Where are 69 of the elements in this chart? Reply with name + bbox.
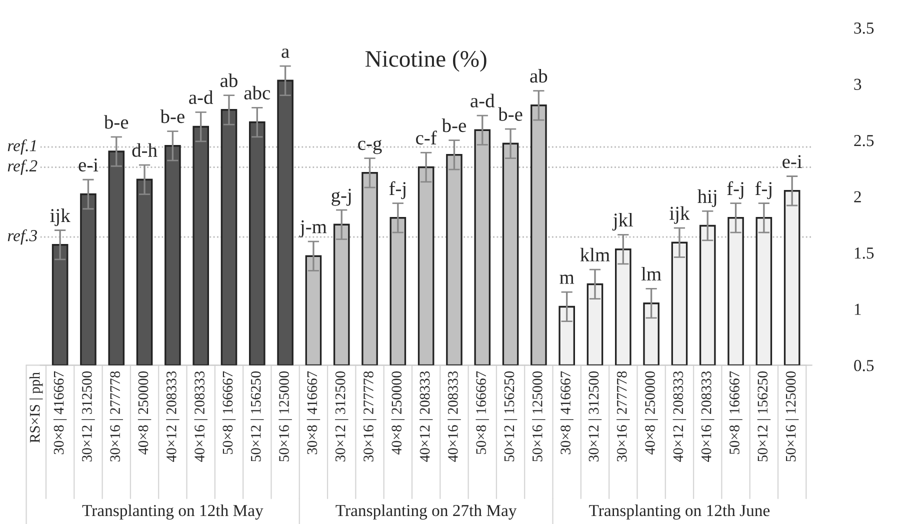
data-label: hij [698, 189, 716, 207]
x-tick-label: 50×8 | 166667 [222, 371, 236, 454]
y-tick-label: 3.5 [854, 22, 874, 34]
ref-line-label: ref.3 [8, 229, 38, 245]
x-tick-label: 40×12 | 208333 [672, 371, 686, 462]
x-tick-label: 50×8 | 166667 [729, 371, 742, 454]
x-tick-label: 50×8 | 166667 [476, 371, 490, 454]
data-label: ijk [50, 208, 70, 226]
x-tick-label: 50×12 | 156250 [757, 371, 771, 462]
data-label: b-e [104, 115, 128, 129]
data-label: klm [580, 248, 610, 262]
y-tick-label: 2 [854, 191, 861, 202]
y-tick-label: 1.5 [854, 248, 874, 259]
data-label: m [560, 274, 574, 284]
y-tick-label: 1 [854, 304, 861, 315]
x-tick-label: 40×16 | 208333 [700, 371, 714, 462]
x-tick-label: 40×16 | 208333 [448, 371, 461, 462]
x-tick-label: 50×16 | 125000 [532, 371, 546, 462]
x-tick-label: 50×16 | 125000 [278, 371, 292, 462]
x-tick-label: 30×16 | 277778 [616, 371, 630, 462]
data-label: b-e [498, 107, 522, 121]
data-label: lm [641, 266, 662, 280]
x-tick-label: 40×12 | 208333 [419, 371, 433, 462]
x-tick-label: 40×8 | 250000 [644, 371, 658, 455]
data-label: d-h [132, 143, 158, 157]
x-tick-label: 30×16 | 277778 [110, 371, 124, 462]
data-label: abc [244, 86, 270, 100]
text: RS×IS | pph [30, 372, 43, 443]
data-label: f-j [755, 181, 772, 200]
x-tick-label: 30×12 | 312500 [334, 371, 348, 462]
y-tick-label: 0.5 [854, 360, 874, 372]
data-label: e-i [782, 155, 802, 168]
y-tick-label: 3 [854, 78, 862, 90]
data-label: ab [220, 73, 238, 88]
text: Transplanting on 27th May [336, 504, 517, 520]
data-label: c-f [416, 130, 437, 145]
x-tick-label: 40×8 | 250000 [391, 371, 405, 455]
x-tick-label: 40×16 | 208333 [194, 371, 208, 462]
x-tick-label: 50×16 | 125000 [785, 371, 799, 462]
data-label: b-e [160, 109, 184, 124]
data-label: a [282, 48, 290, 58]
text: Nicotine (%) [365, 50, 486, 72]
ref-line-label: ref.2 [8, 160, 38, 175]
data-label: ab [530, 68, 548, 83]
x-tick-label: 30×12 | 312500 [588, 371, 602, 462]
data-label: a-d [189, 90, 214, 104]
data-label: f-j [389, 181, 406, 200]
ref-line-label: ref.1 [8, 139, 36, 155]
x-tick-label: 50×12 | 156250 [504, 371, 518, 462]
data-label: g-j [332, 188, 351, 206]
text: Transplanting on 12th May [82, 504, 264, 520]
data-label: jkl [612, 212, 634, 231]
x-tick-label: 50×12 | 156250 [250, 371, 264, 462]
x-tick-label: 40×12 | 208333 [166, 371, 180, 462]
data-label: a-d [470, 94, 495, 108]
x-tick-label: 30×8 | 416667 [306, 371, 320, 454]
data-label: c-g [358, 140, 382, 154]
x-tick-label: 40×8 | 250000 [138, 371, 152, 455]
data-label: e-i [78, 158, 98, 172]
x-tick-label: 30×16 | 277778 [363, 371, 376, 462]
text: Transplanting on 12th June [589, 504, 770, 520]
data-label: ijk [670, 206, 690, 224]
y-tick-label: 2.5 [854, 135, 874, 146]
x-tick-label: 30×12 | 312500 [82, 371, 95, 462]
x-tick-label: 30×8 | 416667 [560, 371, 574, 454]
data-label: j-m [299, 220, 327, 238]
data-label: b-e [442, 118, 466, 132]
data-label: f-j [727, 181, 744, 200]
x-tick-label: 30×8 | 416667 [53, 371, 67, 454]
